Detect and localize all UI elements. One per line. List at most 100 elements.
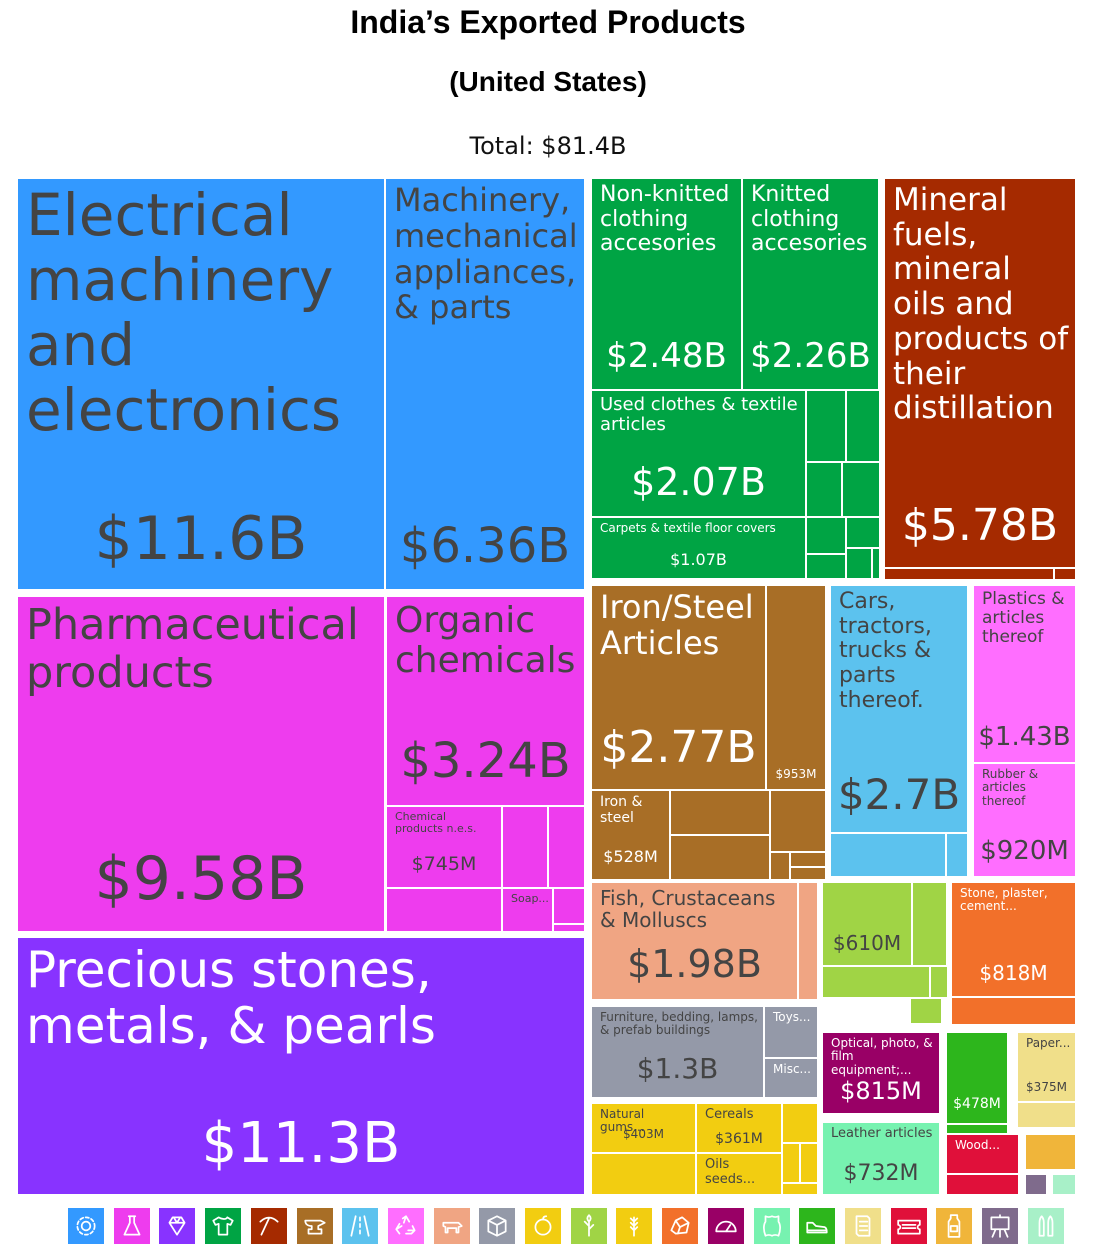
- treemap-tile-carpets[interactable]: Carpets & textile floor covers $1.07B: [591, 517, 806, 579]
- treemap-tile-small[interactable]: [782, 1183, 818, 1195]
- treemap-tile-small[interactable]: [951, 997, 1076, 1025]
- treemap-tile-small[interactable]: [912, 882, 947, 966]
- treemap-tile-small[interactable]: [806, 554, 846, 579]
- pickaxe-icon[interactable]: [250, 1208, 287, 1244]
- treemap-tile-small[interactable]: [548, 806, 585, 888]
- bottle-icon[interactable]: [936, 1208, 973, 1244]
- diamond-icon[interactable]: [159, 1208, 196, 1244]
- treemap-tile-nonknit[interactable]: Non-knitted clothing accesories $2.48B: [591, 178, 742, 390]
- treemap-tile-footwear[interactable]: $478M: [946, 1032, 1008, 1124]
- treemap-tile-small[interactable]: [846, 517, 880, 548]
- easel-icon[interactable]: [982, 1208, 1018, 1244]
- gauge-icon[interactable]: [707, 1208, 744, 1244]
- tile-value: $2.7B: [837, 770, 961, 819]
- treemap-tile-metal953[interactable]: $953M: [766, 585, 826, 790]
- treemap-tile-furniture[interactable]: Furniture, bedding, lamps, & prefab buil…: [591, 1006, 764, 1098]
- treemap-tile-small[interactable]: [670, 790, 770, 835]
- treemap-tile-small[interactable]: [798, 882, 818, 1000]
- treemap-tile-soap[interactable]: Soap...: [502, 888, 553, 932]
- hide-icon[interactable]: [753, 1208, 790, 1244]
- treemap-tile-small[interactable]: [1052, 1174, 1076, 1195]
- treemap-tile-ironsteel[interactable]: Iron & steel $528M: [591, 790, 670, 880]
- treemap-tile-veg610[interactable]: $610M: [822, 882, 912, 966]
- treemap-tile-electrical[interactable]: Electrical machinery and electronics $11.…: [17, 178, 385, 590]
- treemap-tile-ironsteelart[interactable]: Iron/Steel Articles $2.77B: [591, 585, 766, 790]
- treemap-tile-small[interactable]: [670, 835, 770, 880]
- treemap-tile-small[interactable]: [806, 462, 842, 517]
- treemap-tile-small[interactable]: [872, 548, 880, 579]
- shirt-icon[interactable]: [205, 1208, 242, 1244]
- treemap-tile-chemical[interactable]: Chemical products n.e.s. $745M: [386, 806, 502, 888]
- treemap-tile-small[interactable]: [846, 548, 872, 579]
- treemap-tile-small[interactable]: [553, 924, 585, 932]
- treemap-tile-small[interactable]: [846, 390, 880, 462]
- road-icon[interactable]: [342, 1208, 379, 1244]
- treemap-tile-small[interactable]: [1017, 1102, 1076, 1128]
- treemap-tile-mineral[interactable]: Mineral fuels, mineral oils and products…: [884, 178, 1076, 568]
- tile-value: $5.78B: [901, 500, 1059, 551]
- treemap-tile-small[interactable]: [386, 888, 502, 932]
- leaf-icon[interactable]: [570, 1208, 607, 1244]
- treemap-tile-paper[interactable]: Paper... $375M: [1017, 1032, 1076, 1102]
- treemap-tile-stone[interactable]: Stone, plaster, cement... $818M: [951, 882, 1076, 997]
- treemap-tile-small[interactable]: [770, 790, 826, 852]
- treemap-tile-cars[interactable]: Cars, tractors, trucks & parts thereof. $…: [830, 585, 968, 833]
- treemap-tile-small[interactable]: [1025, 1134, 1076, 1170]
- treemap-tile-plastics[interactable]: Plastics & articles thereof $1.43B: [973, 585, 1076, 763]
- bullets-icon[interactable]: [1027, 1208, 1064, 1244]
- treemap-tile-organic[interactable]: Organic chemicals $3.24B: [386, 596, 585, 806]
- treemap-tile-small[interactable]: [502, 806, 548, 888]
- treemap-tile-small[interactable]: [790, 867, 826, 880]
- treemap-tile-precious[interactable]: Precious stones, metals, & pearls $11.3B: [17, 937, 585, 1195]
- treemap-tile-small[interactable]: [782, 1103, 818, 1143]
- treemap-tile-small[interactable]: [946, 1174, 1019, 1195]
- treemap-tile-small[interactable]: [790, 852, 826, 867]
- treemap-tile-small[interactable]: [822, 966, 930, 998]
- treemap-tile-misc[interactable]: Misc...: [764, 1058, 818, 1098]
- treemap-tile-pharma[interactable]: Pharmaceutical products $9.58B: [17, 596, 385, 932]
- treemap-tile-small[interactable]: [910, 998, 942, 1024]
- treemap-tile-optical[interactable]: Optical, photo, & film equipment;... $815…: [822, 1032, 940, 1114]
- box-icon[interactable]: [479, 1208, 516, 1244]
- treemap-tile-small[interactable]: [1025, 1174, 1047, 1195]
- treemap-tile-small[interactable]: [884, 568, 1054, 580]
- treemap-tile-small[interactable]: [1054, 568, 1076, 580]
- treemap-tile-machinery[interactable]: Machinery, mechanical appliances, & part…: [385, 178, 585, 590]
- tile-value: $1.43B: [978, 722, 1071, 752]
- treemap-tile-oils[interactable]: Oils seeds...: [696, 1153, 782, 1195]
- treemap-tile-small[interactable]: [930, 966, 948, 998]
- scroll-icon[interactable]: [844, 1208, 881, 1244]
- treemap-tile-toys[interactable]: Toys...: [764, 1006, 818, 1058]
- treemap-tile-cereals[interactable]: Cereals $361M: [696, 1103, 782, 1153]
- ticket-icon[interactable]: [890, 1208, 927, 1244]
- treemap-tile-leather[interactable]: Leather articles $732M: [822, 1122, 940, 1195]
- treemap-tile-small[interactable]: [946, 833, 968, 877]
- flask-icon[interactable]: [113, 1208, 150, 1244]
- treemap-tile-small[interactable]: [800, 1143, 818, 1183]
- treemap-tile-knit[interactable]: Knitted clothing accesories $2.26B: [742, 178, 879, 390]
- treemap-tile-small[interactable]: [842, 462, 880, 517]
- treemap-tile-small[interactable]: [591, 1153, 696, 1195]
- treemap-tile-usedclothes[interactable]: Used clothes & textile articles $2.07B: [591, 390, 806, 517]
- treemap-tile-small[interactable]: [770, 852, 790, 880]
- fruit-icon[interactable]: [525, 1208, 561, 1244]
- treemap-tile-small[interactable]: [946, 1124, 1008, 1134]
- tile-label: Toys...: [773, 1010, 811, 1024]
- treemap-tile-gums[interactable]: Natural gums... $403M: [591, 1103, 696, 1153]
- gear-icon[interactable]: [68, 1208, 104, 1244]
- treemap-tile-small[interactable]: [830, 833, 946, 877]
- treemap-tile-wood[interactable]: Wood...: [946, 1134, 1019, 1174]
- treemap-tile-small[interactable]: [806, 517, 846, 554]
- rock-icon[interactable]: [662, 1208, 699, 1244]
- treemap-tile-rubber[interactable]: Rubber & articles thereof $920M: [973, 763, 1076, 877]
- anvil-icon[interactable]: [296, 1208, 333, 1244]
- treemap-tile-small[interactable]: [782, 1143, 800, 1183]
- treemap-tile-small[interactable]: [553, 888, 585, 924]
- animal-icon[interactable]: [433, 1208, 470, 1244]
- shoe-icon[interactable]: [799, 1208, 836, 1244]
- recycle-icon[interactable]: [387, 1208, 424, 1244]
- treemap-tile-fish[interactable]: Fish, Crustaceans & Molluscs $1.98B: [591, 882, 798, 1000]
- wheat-icon[interactable]: [616, 1208, 653, 1244]
- tile-label: Cereals: [705, 1107, 754, 1122]
- treemap-tile-small[interactable]: [806, 390, 846, 462]
